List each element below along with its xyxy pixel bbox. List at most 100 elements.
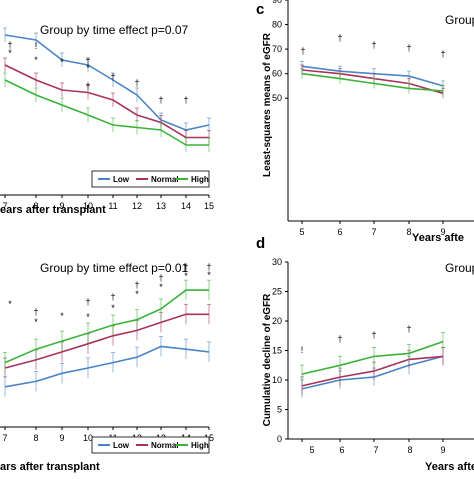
bottom-right-x-tick-label: 8 [407,445,412,455]
top-right-y-tick-label: 80 [272,20,282,30]
top-right-significance-mark: † [337,33,342,43]
bottom-right-x-tick-label: 5 [309,445,314,455]
top-left-legend-box [91,170,210,188]
bottom-left-significance-mark: * [135,289,139,299]
top-left-significance-mark: * [8,48,12,58]
bottom-left-significance-mark: † [206,262,211,272]
top-right-x-tick-label: 9 [440,227,445,237]
bottom-right-y-axis-title: Cumulative decline of eGFR [262,293,273,427]
bottom-left-significance-mark: * [159,282,163,292]
top-right-y-tick-label: 70 [272,44,282,54]
bottom-right-y-tick-label: 10 [272,375,282,385]
top-left-high-line [4,79,209,146]
top-right-panel-label: c [256,1,264,18]
bottom-left-significance-mark: † [85,297,90,307]
bottom-left-x-tick-label: 9 [59,433,64,443]
top-right-high-line [301,72,444,92]
bottom-right-x-tick-label: 6 [339,445,344,455]
top-left-significance-mark: † [158,95,163,105]
bottom-left-title: Group by time effect p=0.01 [40,261,189,275]
top-right-significance-mark: † [406,43,411,53]
top-left-legend-low-label: Low [113,175,130,184]
top-right-x-tick-label: 7 [371,227,376,237]
bottom-left-legend-box [91,436,210,454]
top-right-x-tick-label: 5 [299,227,304,237]
top-left-significance-mark: ! [35,41,38,51]
top-left-significance-mark: † [183,95,188,105]
bottom-left-significance-mark: * [86,312,90,322]
bottom-left-high-line [4,289,209,364]
bottom-left-x-tick-label: 7 [2,433,7,443]
top-left-title: Group by time effect p=0.07 [40,23,189,37]
bottom-left-low-line [4,345,210,388]
bottom-right-panel-label: d [256,235,265,252]
bottom-right-significance-mark: † [371,330,376,340]
top-left-significance-mark: * [86,63,90,73]
bottom-left-significance-mark: * [111,303,115,313]
bottom-right-y-tick-label: 5 [277,405,282,415]
bottom-left-normal-line [4,313,209,369]
bottom-left-significance-mark: * [34,317,38,327]
top-right-x-axis-title: Years afte [412,232,464,244]
top-left-legend-high-label: High [191,175,209,184]
top-right-y-axis-title: Least-squares means of eGFR [262,32,273,177]
top-left-x-axis-title: ears after transplant [0,204,106,216]
bottom-right-title: Group [445,261,474,275]
bottom-right-high-line [301,340,444,375]
bottom-right-normal-line [301,355,444,387]
top-right-y-tick-label: 50 [272,93,282,103]
bottom-left-x-tick-label: 10 [83,433,93,443]
bottom-left-legend-low-label: Low [113,441,130,450]
top-right-x-tick-label: 8 [406,227,411,237]
top-left-x-tick-label: 11 [108,201,117,211]
bottom-left-x-axis-title: ars after transplant [0,461,100,473]
bottom-left-significance-mark: † [158,273,163,283]
bottom-left-significance-mark: * [184,271,188,281]
bottom-left-legend-high-label: High [191,441,209,450]
bottom-right-x-tick-label: 7 [373,445,378,455]
bottom-right-y-tick-label: 20 [272,316,282,326]
top-left-x-tick-label: 7 [2,201,7,211]
top-left-x-tick-label: 13 [156,201,166,211]
top-left-low-line [4,34,210,131]
top-left-significance-mark: † [85,56,90,66]
top-left-significance-mark: * [60,57,64,67]
bottom-right-y-tick-label: 0 [277,434,282,444]
top-left-significance-mark: † [134,78,139,88]
bottom-right-x-tick-label: 9 [440,445,445,455]
top-left-x-tick-label: 15 [204,201,214,211]
bottom-left-significance-mark: * [60,311,64,321]
top-left-significance-mark: † [85,81,90,91]
bottom-left-x-tick-label: 8 [33,433,38,443]
bottom-left-significance-mark: † [110,292,115,302]
bottom-left-significance-mark: † [134,280,139,290]
bottom-right-low-line [301,355,444,390]
bottom-left-significance-mark: * [8,299,12,309]
top-left-significance-mark: † [7,40,12,50]
top-left-significance-mark: * [34,55,38,65]
bottom-left-significance-mark: † [183,262,188,272]
top-right-x-tick-label: 6 [337,227,342,237]
bottom-right-y-tick-label: 25 [272,287,282,297]
top-left-x-tick-label: 9 [59,201,64,211]
top-right-title: Group [445,13,474,27]
top-left-legend-normal-label: Normal [151,175,179,184]
top-left-x-tick-label: 14 [181,201,191,211]
bottom-right-significance-mark: † [406,324,411,334]
bottom-left-significance-mark: † [33,307,38,317]
top-left-x-tick-label: 12 [132,201,142,211]
bottom-left-legend-normal-label: Normal [151,441,179,450]
bottom-right-significance-mark: ! [301,345,304,355]
top-right-significance-mark: † [300,46,305,56]
top-left-significance-mark: † [110,72,115,82]
top-left-normal-line [4,64,209,139]
top-right-significance-mark: † [371,40,376,50]
bottom-right-x-axis-title: Years afte [425,461,474,473]
top-right-y-tick-label: 60 [272,69,282,79]
top-right-significance-mark: † [440,49,445,59]
bottom-right-y-tick-label: 30 [272,257,282,267]
bottom-right-y-tick-label: 15 [272,346,282,356]
top-right-y-tick-label: 90 [272,0,282,5]
